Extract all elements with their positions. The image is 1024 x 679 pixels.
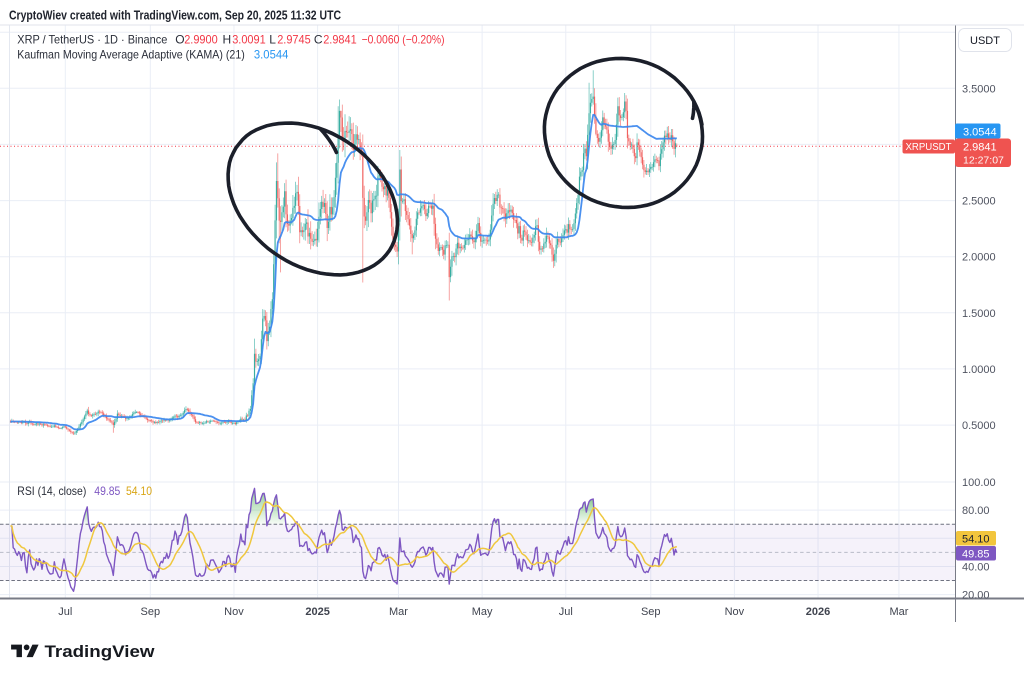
svg-text:Mar: Mar: [389, 606, 408, 618]
svg-text:Nov: Nov: [224, 606, 244, 618]
svg-text:L: L: [269, 33, 276, 47]
svg-text:1.5000: 1.5000: [962, 308, 996, 320]
svg-text:XRPUSDT: XRPUSDT: [906, 142, 952, 153]
svg-text:O: O: [175, 33, 184, 47]
svg-text:100.00: 100.00: [962, 477, 996, 489]
svg-text:2.9841: 2.9841: [963, 142, 997, 154]
svg-text:49.85: 49.85: [94, 484, 120, 498]
svg-text:May: May: [472, 606, 493, 618]
svg-text:12:27:07: 12:27:07: [963, 155, 1004, 167]
svg-text:Sep: Sep: [641, 606, 661, 618]
svg-text:2025: 2025: [305, 606, 329, 618]
svg-text:Sep: Sep: [141, 606, 161, 618]
svg-text:3.0091: 3.0091: [232, 33, 266, 47]
svg-text:XRP / TetherUS · 1D · Binance: XRP / TetherUS · 1D · Binance: [17, 33, 167, 47]
svg-text:3.0544: 3.0544: [963, 127, 997, 139]
svg-text:Jul: Jul: [559, 606, 573, 618]
svg-text:C: C: [314, 33, 323, 47]
svg-text:CryptoWiev created with Tradin: CryptoWiev created with TradingView.com,…: [9, 8, 341, 23]
svg-text:2.9745: 2.9745: [277, 33, 311, 47]
svg-text:2.0000: 2.0000: [962, 252, 996, 264]
svg-text:2026: 2026: [806, 606, 830, 618]
svg-text:RSI (14, close): RSI (14, close): [17, 484, 86, 498]
svg-text:Jul: Jul: [58, 606, 72, 618]
svg-text:2.9900: 2.9900: [184, 33, 218, 47]
svg-text:54.10: 54.10: [962, 534, 990, 546]
svg-text:2.5000: 2.5000: [962, 196, 996, 208]
svg-text:3.5000: 3.5000: [962, 83, 996, 95]
svg-text:−0.0060 (−0.20%): −0.0060 (−0.20%): [362, 33, 445, 47]
svg-text:3.0544: 3.0544: [254, 48, 289, 62]
svg-text:Nov: Nov: [725, 606, 745, 618]
svg-text:2.9841: 2.9841: [323, 33, 357, 47]
svg-text:0.5000: 0.5000: [962, 420, 996, 432]
svg-text:1.0000: 1.0000: [962, 364, 996, 376]
svg-text:H: H: [223, 33, 232, 47]
svg-text:Kaufman Moving Average Adaptiv: Kaufman Moving Average Adaptive (KAMA) (…: [17, 48, 245, 62]
svg-text:80.00: 80.00: [962, 505, 990, 517]
svg-text:USDT: USDT: [970, 35, 1000, 47]
svg-text:Mar: Mar: [889, 606, 908, 618]
svg-text:49.85: 49.85: [962, 549, 990, 561]
svg-text:20.00: 20.00: [962, 590, 990, 602]
svg-text:TradingView: TradingView: [45, 642, 156, 661]
svg-text:54.10: 54.10: [126, 484, 152, 498]
svg-text:40.00: 40.00: [962, 562, 990, 574]
